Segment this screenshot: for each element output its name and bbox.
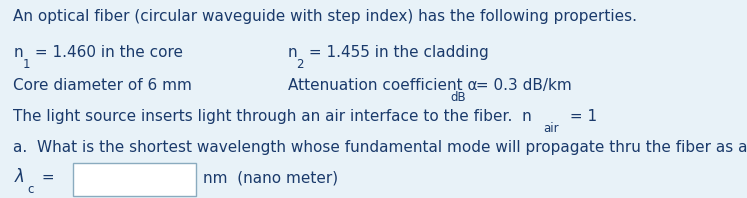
Text: Core diameter of 6 mm: Core diameter of 6 mm [13, 78, 192, 93]
Text: = 1: = 1 [565, 109, 598, 124]
Text: a.  What is the shortest wavelength whose fundamental mode will propagate thru t: a. What is the shortest wavelength whose… [13, 140, 747, 155]
Text: air: air [543, 122, 559, 135]
Text: =: = [37, 170, 55, 185]
Text: dB: dB [450, 91, 466, 104]
Text: 1: 1 [22, 58, 30, 71]
Text: n: n [13, 45, 23, 60]
Text: nm  (nano meter): nm (nano meter) [203, 170, 338, 185]
Text: 2: 2 [297, 58, 304, 71]
Text: An optical fiber (circular waveguide with step index) has the following properti: An optical fiber (circular waveguide wit… [13, 9, 637, 24]
Text: c: c [28, 183, 34, 196]
Text: = 1.455 in the cladding: = 1.455 in the cladding [304, 45, 489, 60]
FancyBboxPatch shape [73, 163, 196, 196]
Text: n: n [288, 45, 297, 60]
Text: = 1.460 in the core: = 1.460 in the core [30, 45, 183, 60]
Text: λ: λ [15, 168, 25, 186]
Text: Attenuation coefficient α: Attenuation coefficient α [288, 78, 477, 93]
Text: The light source inserts light through an air interface to the fiber.  n: The light source inserts light through a… [13, 109, 532, 124]
Text: = 0.3 dB/km: = 0.3 dB/km [471, 78, 572, 93]
